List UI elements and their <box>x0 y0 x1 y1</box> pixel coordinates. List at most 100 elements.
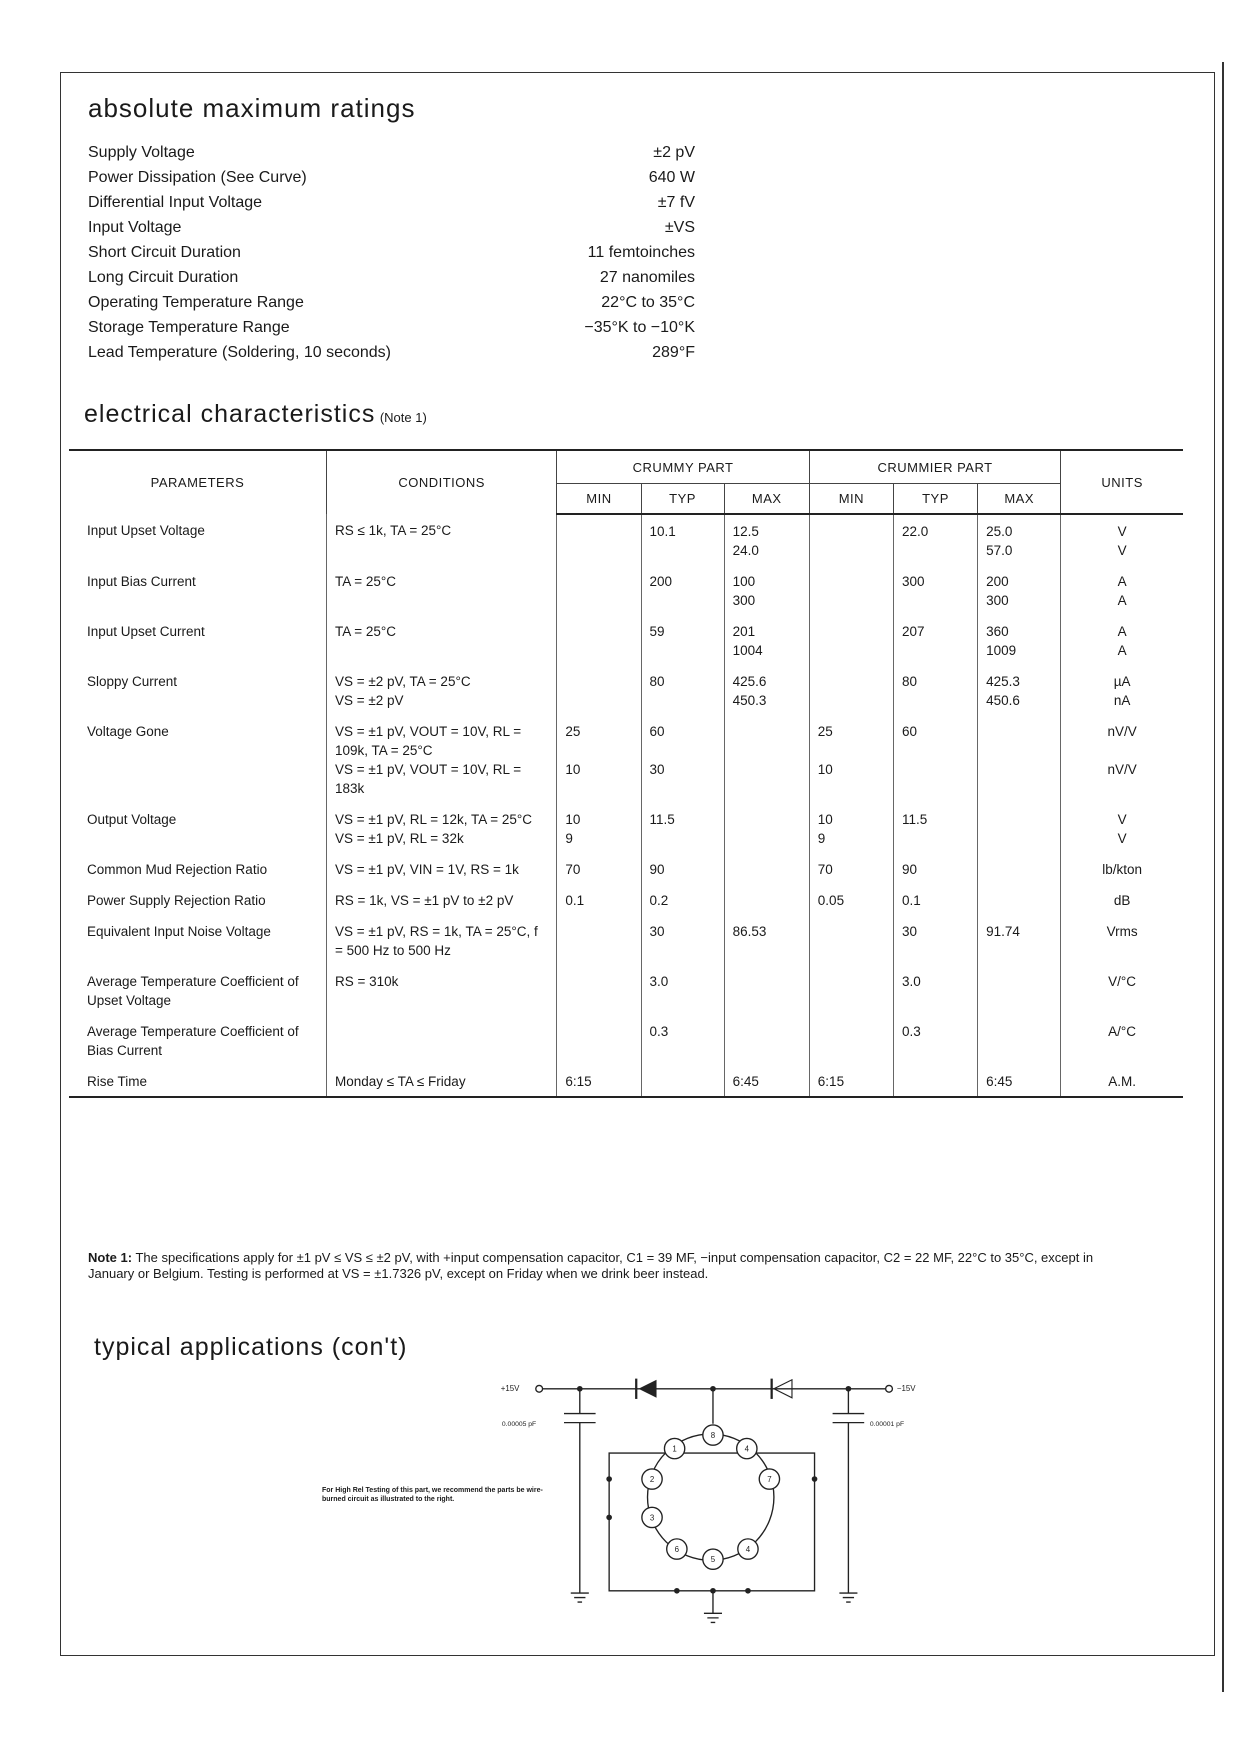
note-text: The specifications apply for ±1 pV ≤ VS … <box>88 1250 1094 1281</box>
ground <box>570 1592 589 1603</box>
conditions-cell: VS = ±1 pV, VIN = 1V, RS = 1k <box>325 853 557 884</box>
terminal <box>884 1384 894 1393</box>
table-row: Input Bias Current TA = 25°C 200 100 300 200 A <box>69 565 1183 591</box>
pin-label: 3 <box>650 1513 655 1522</box>
pin <box>702 1424 724 1446</box>
table-row: 300 300 A <box>69 591 1183 615</box>
parameter-cell: Power Supply Rejection Ratio <box>87 893 266 908</box>
value-cell <box>556 665 641 691</box>
table-row: Equivalent Input Noise Voltage VS = ±1 pV… <box>69 915 1183 965</box>
value-cell: 11.5 <box>892 803 978 829</box>
pin <box>641 1506 663 1529</box>
units-cell: A.M. <box>1060 1065 1183 1098</box>
table-row: Input Upset Current TA = 25°C 59 201 207 360 A <box>69 615 1183 641</box>
value-cell: 25 <box>808 715 894 760</box>
units-cell: µA <box>1060 665 1183 691</box>
junction <box>845 1385 852 1392</box>
conditions-cell <box>325 591 557 615</box>
junction <box>606 1514 612 1521</box>
value-cell: 9 <box>556 829 641 853</box>
header-cell: MAX <box>723 483 810 515</box>
table-row: VS = ±1 pV, VOUT = 10V, RL = 183k 10 30 10 n… <box>69 760 1183 803</box>
value-cell <box>723 829 810 853</box>
table-row: VS = ±2 pV 450.3 450.6 nA <box>69 691 1183 715</box>
characteristics-table: PARAMETERS CONDITIONS CRUMMY PART CRUMMI… <box>69 449 1183 1098</box>
value-cell: 30 <box>640 760 725 803</box>
value-cell: 300 <box>977 591 1061 615</box>
rating-value: 640 W <box>648 169 695 186</box>
value-cell: 11.5 <box>640 803 725 829</box>
rating-row: Operating Temperature Range 22°C to 35°C <box>88 290 695 315</box>
value-cell <box>808 641 894 665</box>
value-cell: 425.3 <box>977 665 1061 691</box>
value-cell <box>723 760 810 803</box>
rating-label: Lead Temperature (Soldering, 10 seconds) <box>88 344 391 361</box>
value-cell <box>723 715 810 760</box>
conditions-cell <box>325 1015 557 1065</box>
conditions-cell: VS = ±1 pV, RL = 12k, TA = 25°C <box>325 803 557 829</box>
junction <box>576 1385 583 1392</box>
value-cell: 59 <box>640 615 725 641</box>
value-cell: 207 <box>892 615 978 641</box>
rating-row: Long Circuit Duration 27 nanomiles <box>88 265 695 290</box>
rating-row: Storage Temperature Range −35°K to −10°K <box>88 315 695 340</box>
conditions-cell: RS ≤ 1k, TA = 25°C <box>325 514 557 541</box>
junction <box>745 1587 751 1594</box>
junction <box>710 1587 716 1594</box>
diode <box>638 1379 657 1398</box>
pin <box>737 1538 759 1560</box>
value-cell <box>977 803 1061 829</box>
value-cell <box>640 1065 725 1098</box>
value-cell: 70 <box>808 853 894 884</box>
value-cell: 10 <box>556 760 641 803</box>
header-cell: CRUMMIER PART <box>808 449 1061 484</box>
value-cell: 57.0 <box>977 541 1061 565</box>
value-cell <box>977 965 1061 1015</box>
units-cell: V <box>1060 541 1183 565</box>
value-cell: 10 <box>808 760 894 803</box>
table-row: Power Supply Rejection Ratio RS = 1k, VS … <box>69 884 1183 915</box>
value-cell: 200 <box>640 565 725 591</box>
value-cell: 60 <box>640 715 725 760</box>
header-cell: TYP <box>892 483 978 515</box>
header-row: PARAMETERS CONDITIONS CRUMMY PART CRUMMI… <box>69 449 1183 515</box>
value-cell <box>556 965 641 1015</box>
section-title: typical applications (con't) <box>94 1333 408 1361</box>
table-row: Rise Time Monday ≤ TA ≤ Friday 6:15 6:45 6:1… <box>69 1065 1183 1098</box>
value-cell <box>808 591 894 615</box>
capacitor-label: 0.00005 pF <box>502 1421 536 1428</box>
diode-bar <box>635 1378 638 1399</box>
rating-label: Supply Voltage <box>88 144 195 161</box>
diodes <box>576 1378 852 1594</box>
header-cell: TYP <box>640 483 725 515</box>
conditions-cell: RS = 310k <box>325 965 557 1015</box>
value-cell <box>808 665 894 691</box>
header-cell: CRUMMY PART <box>556 449 810 484</box>
value-cell <box>808 615 894 641</box>
value-cell <box>556 541 641 565</box>
value-cell: 80 <box>892 665 978 691</box>
pin <box>735 1437 758 1460</box>
value-cell <box>892 641 978 665</box>
value-cell <box>808 565 894 591</box>
note-ref: (Note 1) <box>379 410 427 425</box>
rating-label: Long Circuit Duration <box>88 269 239 286</box>
rating-row: Short Circuit Duration 11 femtoinches <box>88 240 695 265</box>
value-cell: 450.3 <box>723 691 810 715</box>
units-cell: lb/kton <box>1060 853 1183 884</box>
units-cell: A <box>1060 565 1183 591</box>
table-row: Common Mud Rejection Ratio VS = ±1 pV, VI… <box>69 853 1183 884</box>
value-cell <box>808 965 894 1015</box>
table-row: 1004 1009 A <box>69 641 1183 665</box>
capacitor <box>564 1388 596 1594</box>
conditions-cell: Monday ≤ TA ≤ Friday <box>325 1065 557 1098</box>
capacitor-label: 0.00001 pF <box>870 1421 904 1428</box>
conditions-cell: VS = ±2 pV <box>325 691 557 715</box>
value-cell <box>556 691 641 715</box>
value-cell <box>640 541 725 565</box>
value-cell: 25 <box>556 715 641 760</box>
value-cell <box>723 853 810 884</box>
value-cell: 91.74 <box>977 915 1061 965</box>
note-label: Note 1: <box>88 1250 133 1265</box>
